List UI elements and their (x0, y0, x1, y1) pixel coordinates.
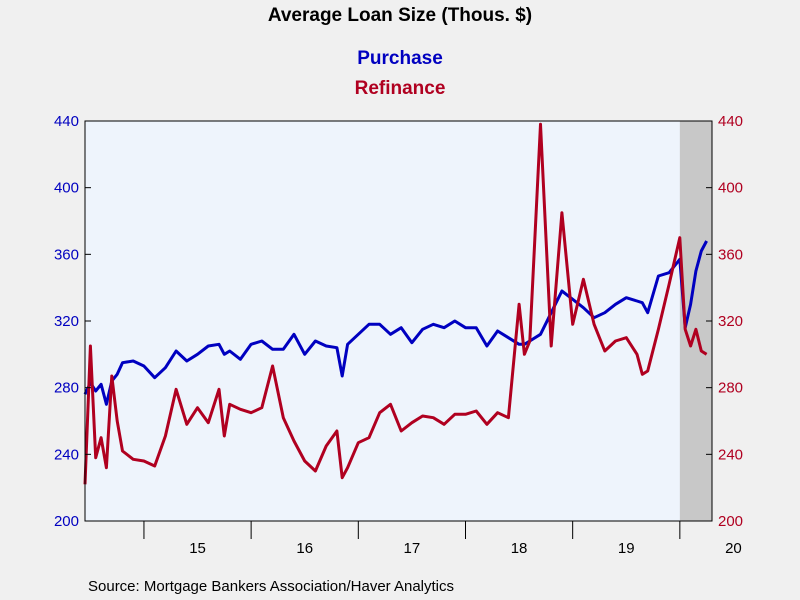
y-axis-right: 200 240 280 320 360 400 440 (706, 113, 743, 530)
y-left-tick-label: 400 (54, 180, 79, 197)
y-axis-left: 200 240 280 320 360 400 440 (54, 113, 91, 530)
refinance-line (83, 122, 708, 485)
y-left-tick-label: 200 (54, 513, 79, 530)
x-tick-label: 16 (296, 540, 313, 557)
x-tick-label: 19 (618, 540, 635, 557)
y-left-tick-label: 280 (54, 380, 79, 397)
x-tick-label: 20 (725, 540, 742, 557)
y-right-tick-label: 360 (718, 246, 743, 263)
y-right-tick-label: 280 (718, 380, 743, 397)
y-left-tick-label: 360 (54, 246, 79, 263)
y-right-tick-label: 240 (718, 446, 743, 463)
x-tick-label: 17 (404, 540, 421, 557)
chart-title: Average Loan Size (Thous. $) (268, 5, 532, 26)
y-right-tick-label: 320 (718, 313, 743, 330)
y-right-tick-label: 400 (718, 180, 743, 197)
legend-refinance: Refinance (355, 78, 446, 99)
x-tick-label: 18 (511, 540, 528, 557)
x-axis: 15 16 17 18 19 20 (189, 540, 742, 557)
y-right-tick-label: 200 (718, 513, 743, 530)
legend-purchase: Purchase (357, 48, 443, 69)
plot-area (85, 121, 712, 521)
y-left-tick-label: 320 (54, 313, 79, 330)
y-left-tick-label: 240 (54, 446, 79, 463)
source-note: Source: Mortgage Bankers Association/Hav… (88, 578, 454, 595)
year-boundaries (143, 521, 681, 539)
purchase-line (83, 240, 708, 406)
x-tick-label: 15 (189, 540, 206, 557)
y-left-tick-label: 440 (54, 113, 79, 130)
y-right-tick-label: 440 (718, 113, 743, 130)
